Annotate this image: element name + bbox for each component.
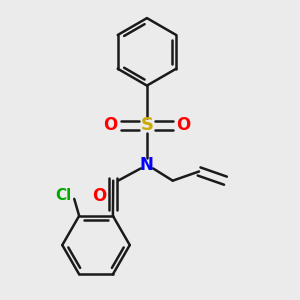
Text: N: N xyxy=(140,156,154,174)
Text: S: S xyxy=(140,116,153,134)
Text: O: O xyxy=(93,187,107,205)
Text: Cl: Cl xyxy=(55,188,71,203)
Text: O: O xyxy=(177,116,191,134)
Text: O: O xyxy=(103,116,117,134)
